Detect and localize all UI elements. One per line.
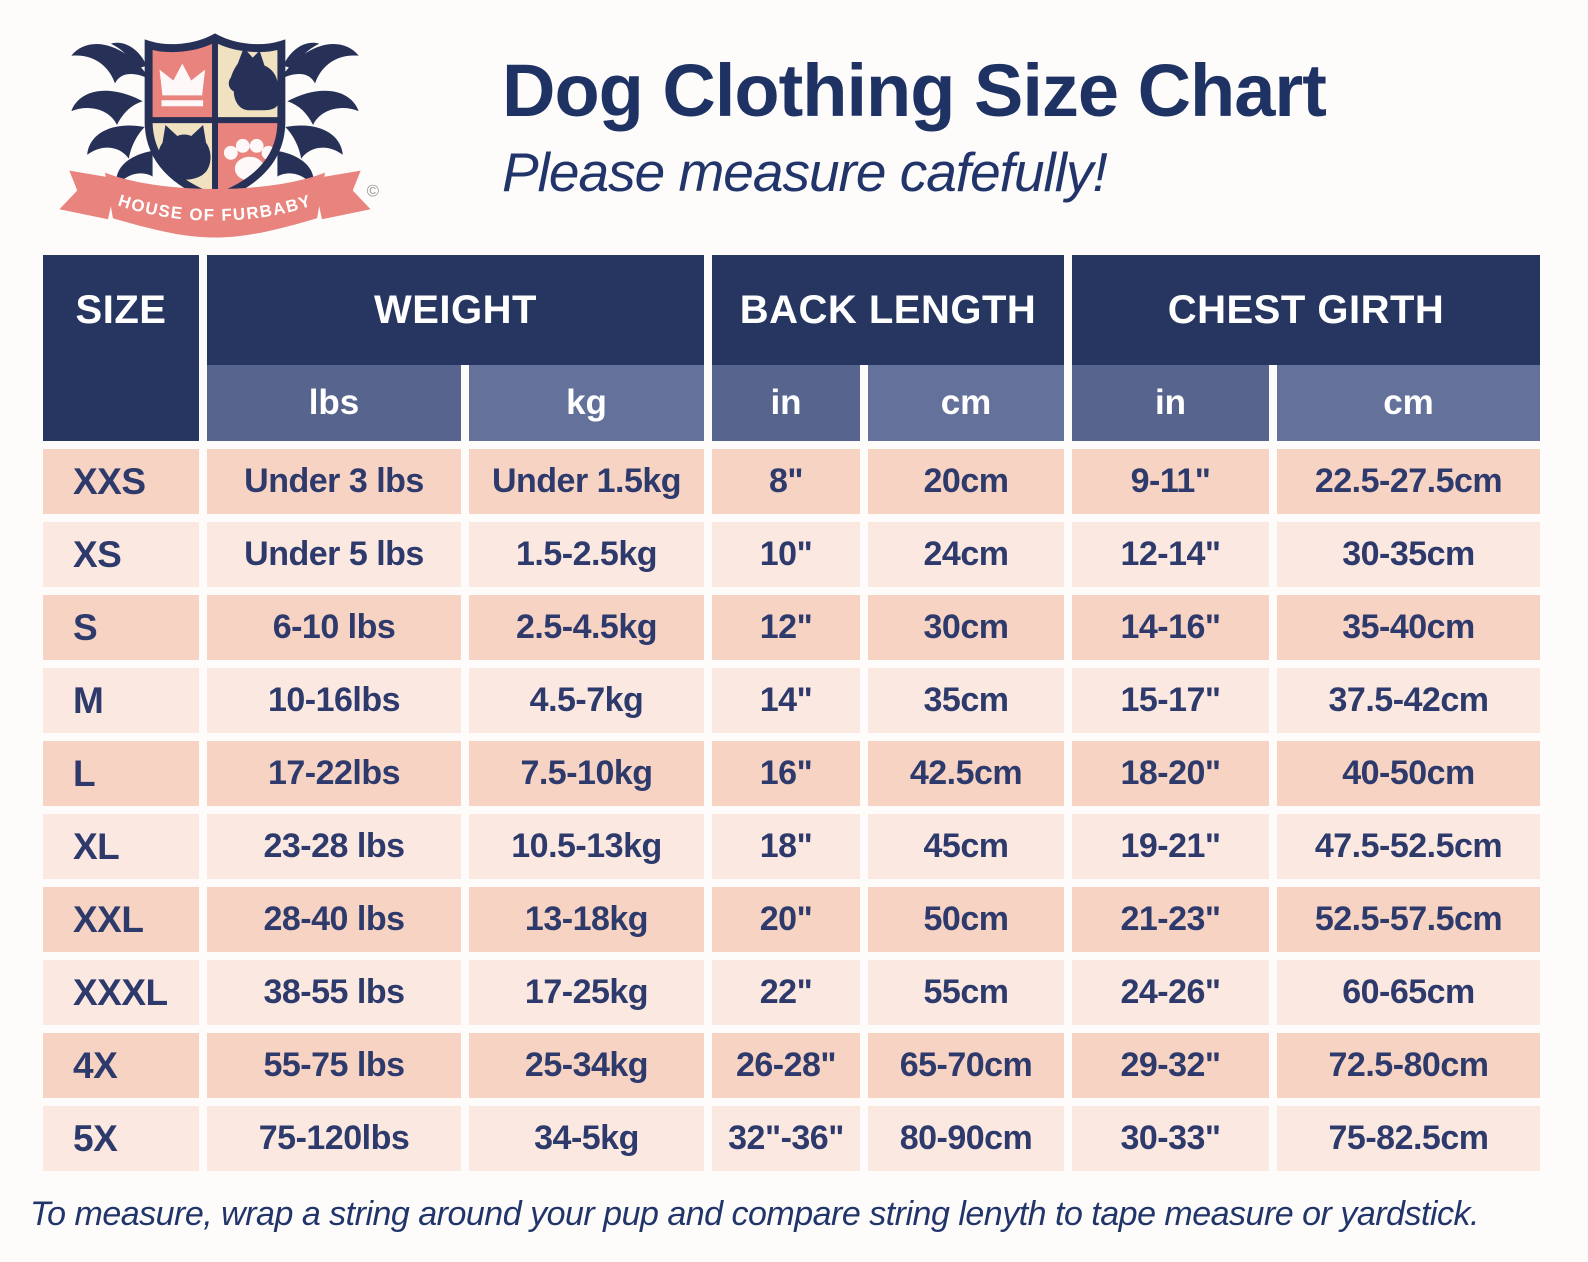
chest-in-cell: 30-33" xyxy=(1072,1106,1269,1171)
weight-kg-cell: 17-25kg xyxy=(469,960,704,1025)
chest-in-cell: 19-21" xyxy=(1072,814,1269,879)
back-cm-cell: 50cm xyxy=(868,887,1064,952)
weight-lbs-cell: 10-16lbs xyxy=(207,668,461,733)
house-of-furbaby-crest-logo: HOUSE OF FURBABY © xyxy=(50,22,380,240)
chest-cm-cell: 72.5-80cm xyxy=(1277,1033,1540,1098)
crest-logo-graphic: HOUSE OF FURBABY © xyxy=(59,33,380,238)
back-in-cell: 12" xyxy=(712,595,860,660)
flourish-left-icon xyxy=(71,42,153,187)
subheader-weight-lbs: lbs xyxy=(207,365,461,441)
column-header-chest-girth: CHEST GIRTH xyxy=(1072,255,1540,365)
back-cm-cell: 35cm xyxy=(868,668,1064,733)
chest-cm-cell: 35-40cm xyxy=(1277,595,1540,660)
chest-cm-cell: 22.5-27.5cm xyxy=(1277,449,1540,514)
back-in-cell: 22" xyxy=(712,960,860,1025)
page-subtitle: Please measure cafefully! xyxy=(502,140,1108,203)
ribbon-banner: HOUSE OF FURBABY xyxy=(59,170,371,238)
chest-in-cell: 15-17" xyxy=(1072,668,1269,733)
back-in-cell: 26-28" xyxy=(712,1033,860,1098)
back-in-cell: 8" xyxy=(712,449,860,514)
size-cell: L xyxy=(43,741,199,806)
back-in-cell: 18" xyxy=(712,814,860,879)
column-header-back-length: BACK LENGTH xyxy=(712,255,1064,365)
subheader-chest-in: in xyxy=(1072,365,1269,441)
weight-kg-cell: 34-5kg xyxy=(469,1106,704,1171)
back-in-cell: 20" xyxy=(712,887,860,952)
weight-kg-cell: 13-18kg xyxy=(469,887,704,952)
size-chart-table: SIZE WEIGHT BACK LENGTH CHEST GIRTH lbs … xyxy=(43,255,1540,1171)
shield-icon xyxy=(144,33,286,203)
page-header: HOUSE OF FURBABY © Dog Clothing Size Cha… xyxy=(0,0,1588,248)
weight-lbs-cell: 6-10 lbs xyxy=(207,595,461,660)
weight-lbs-cell: 75-120lbs xyxy=(207,1106,461,1171)
crown-icon xyxy=(159,63,206,107)
column-header-size: SIZE xyxy=(43,255,199,441)
subheader-weight-kg: kg xyxy=(469,365,704,441)
weight-lbs-cell: Under 5 lbs xyxy=(207,522,461,587)
size-cell: XS xyxy=(43,522,199,587)
subheader-chest-cm: cm xyxy=(1277,365,1540,441)
chest-cm-cell: 60-65cm xyxy=(1277,960,1540,1025)
title-block: Dog Clothing Size Chart Please measure c… xyxy=(502,22,1327,204)
cat-icon xyxy=(158,125,211,180)
back-cm-cell: 20cm xyxy=(868,449,1064,514)
back-in-cell: 32"-36" xyxy=(712,1106,860,1171)
size-cell: XXL xyxy=(43,887,199,952)
size-cell: 4X xyxy=(43,1033,199,1098)
back-cm-cell: 24cm xyxy=(868,522,1064,587)
weight-lbs-cell: 55-75 lbs xyxy=(207,1033,461,1098)
size-cell: XXXL xyxy=(43,960,199,1025)
back-in-cell: 16" xyxy=(712,741,860,806)
back-cm-cell: 80-90cm xyxy=(868,1106,1064,1171)
weight-lbs-cell: 23-28 lbs xyxy=(207,814,461,879)
chest-cm-cell: 40-50cm xyxy=(1277,741,1540,806)
chest-cm-cell: 52.5-57.5cm xyxy=(1277,887,1540,952)
back-in-cell: 10" xyxy=(712,522,860,587)
dog-icon xyxy=(228,47,279,111)
subheader-back-cm: cm xyxy=(868,365,1064,441)
back-cm-cell: 45cm xyxy=(868,814,1064,879)
size-cell: 5X xyxy=(43,1106,199,1171)
chest-in-cell: 18-20" xyxy=(1072,741,1269,806)
table-header: SIZE WEIGHT BACK LENGTH CHEST GIRTH lbs … xyxy=(43,255,1540,441)
back-cm-cell: 65-70cm xyxy=(868,1033,1064,1098)
back-cm-cell: 42.5cm xyxy=(868,741,1064,806)
weight-kg-cell: Under 1.5kg xyxy=(469,449,704,514)
weight-lbs-cell: 28-40 lbs xyxy=(207,887,461,952)
weight-lbs-cell: Under 3 lbs xyxy=(207,449,461,514)
weight-kg-cell: 2.5-4.5kg xyxy=(469,595,704,660)
page-title: Dog Clothing Size Chart xyxy=(502,49,1327,132)
measuring-instructions-note: To measure, wrap a string around your pu… xyxy=(30,1195,1479,1233)
size-cell: XL xyxy=(43,814,199,879)
weight-kg-cell: 25-34kg xyxy=(469,1033,704,1098)
copyright-mark: © xyxy=(367,181,380,200)
chest-cm-cell: 75-82.5cm xyxy=(1277,1106,1540,1171)
table-body: XXS Under 3 lbs Under 1.5kg 8" 20cm 9-11… xyxy=(43,449,1540,1171)
size-cell: M xyxy=(43,668,199,733)
back-cm-cell: 30cm xyxy=(868,595,1064,660)
chest-cm-cell: 30-35cm xyxy=(1277,522,1540,587)
column-header-weight: WEIGHT xyxy=(207,255,704,365)
size-cell: S xyxy=(43,595,199,660)
chest-cm-cell: 47.5-52.5cm xyxy=(1277,814,1540,879)
chest-in-cell: 12-14" xyxy=(1072,522,1269,587)
weight-lbs-cell: 38-55 lbs xyxy=(207,960,461,1025)
chest-in-cell: 9-11" xyxy=(1072,449,1269,514)
back-cm-cell: 55cm xyxy=(868,960,1064,1025)
weight-kg-cell: 4.5-7kg xyxy=(469,668,704,733)
weight-lbs-cell: 17-22lbs xyxy=(207,741,461,806)
chest-in-cell: 24-26" xyxy=(1072,960,1269,1025)
size-cell: XXS xyxy=(43,449,199,514)
chest-in-cell: 14-16" xyxy=(1072,595,1269,660)
chest-in-cell: 21-23" xyxy=(1072,887,1269,952)
chest-cm-cell: 37.5-42cm xyxy=(1277,668,1540,733)
subheader-back-in: in xyxy=(712,365,860,441)
weight-kg-cell: 10.5-13kg xyxy=(469,814,704,879)
flourish-right-icon xyxy=(277,42,359,187)
back-in-cell: 14" xyxy=(712,668,860,733)
weight-kg-cell: 7.5-10kg xyxy=(469,741,704,806)
chest-in-cell: 29-32" xyxy=(1072,1033,1269,1098)
weight-kg-cell: 1.5-2.5kg xyxy=(469,522,704,587)
